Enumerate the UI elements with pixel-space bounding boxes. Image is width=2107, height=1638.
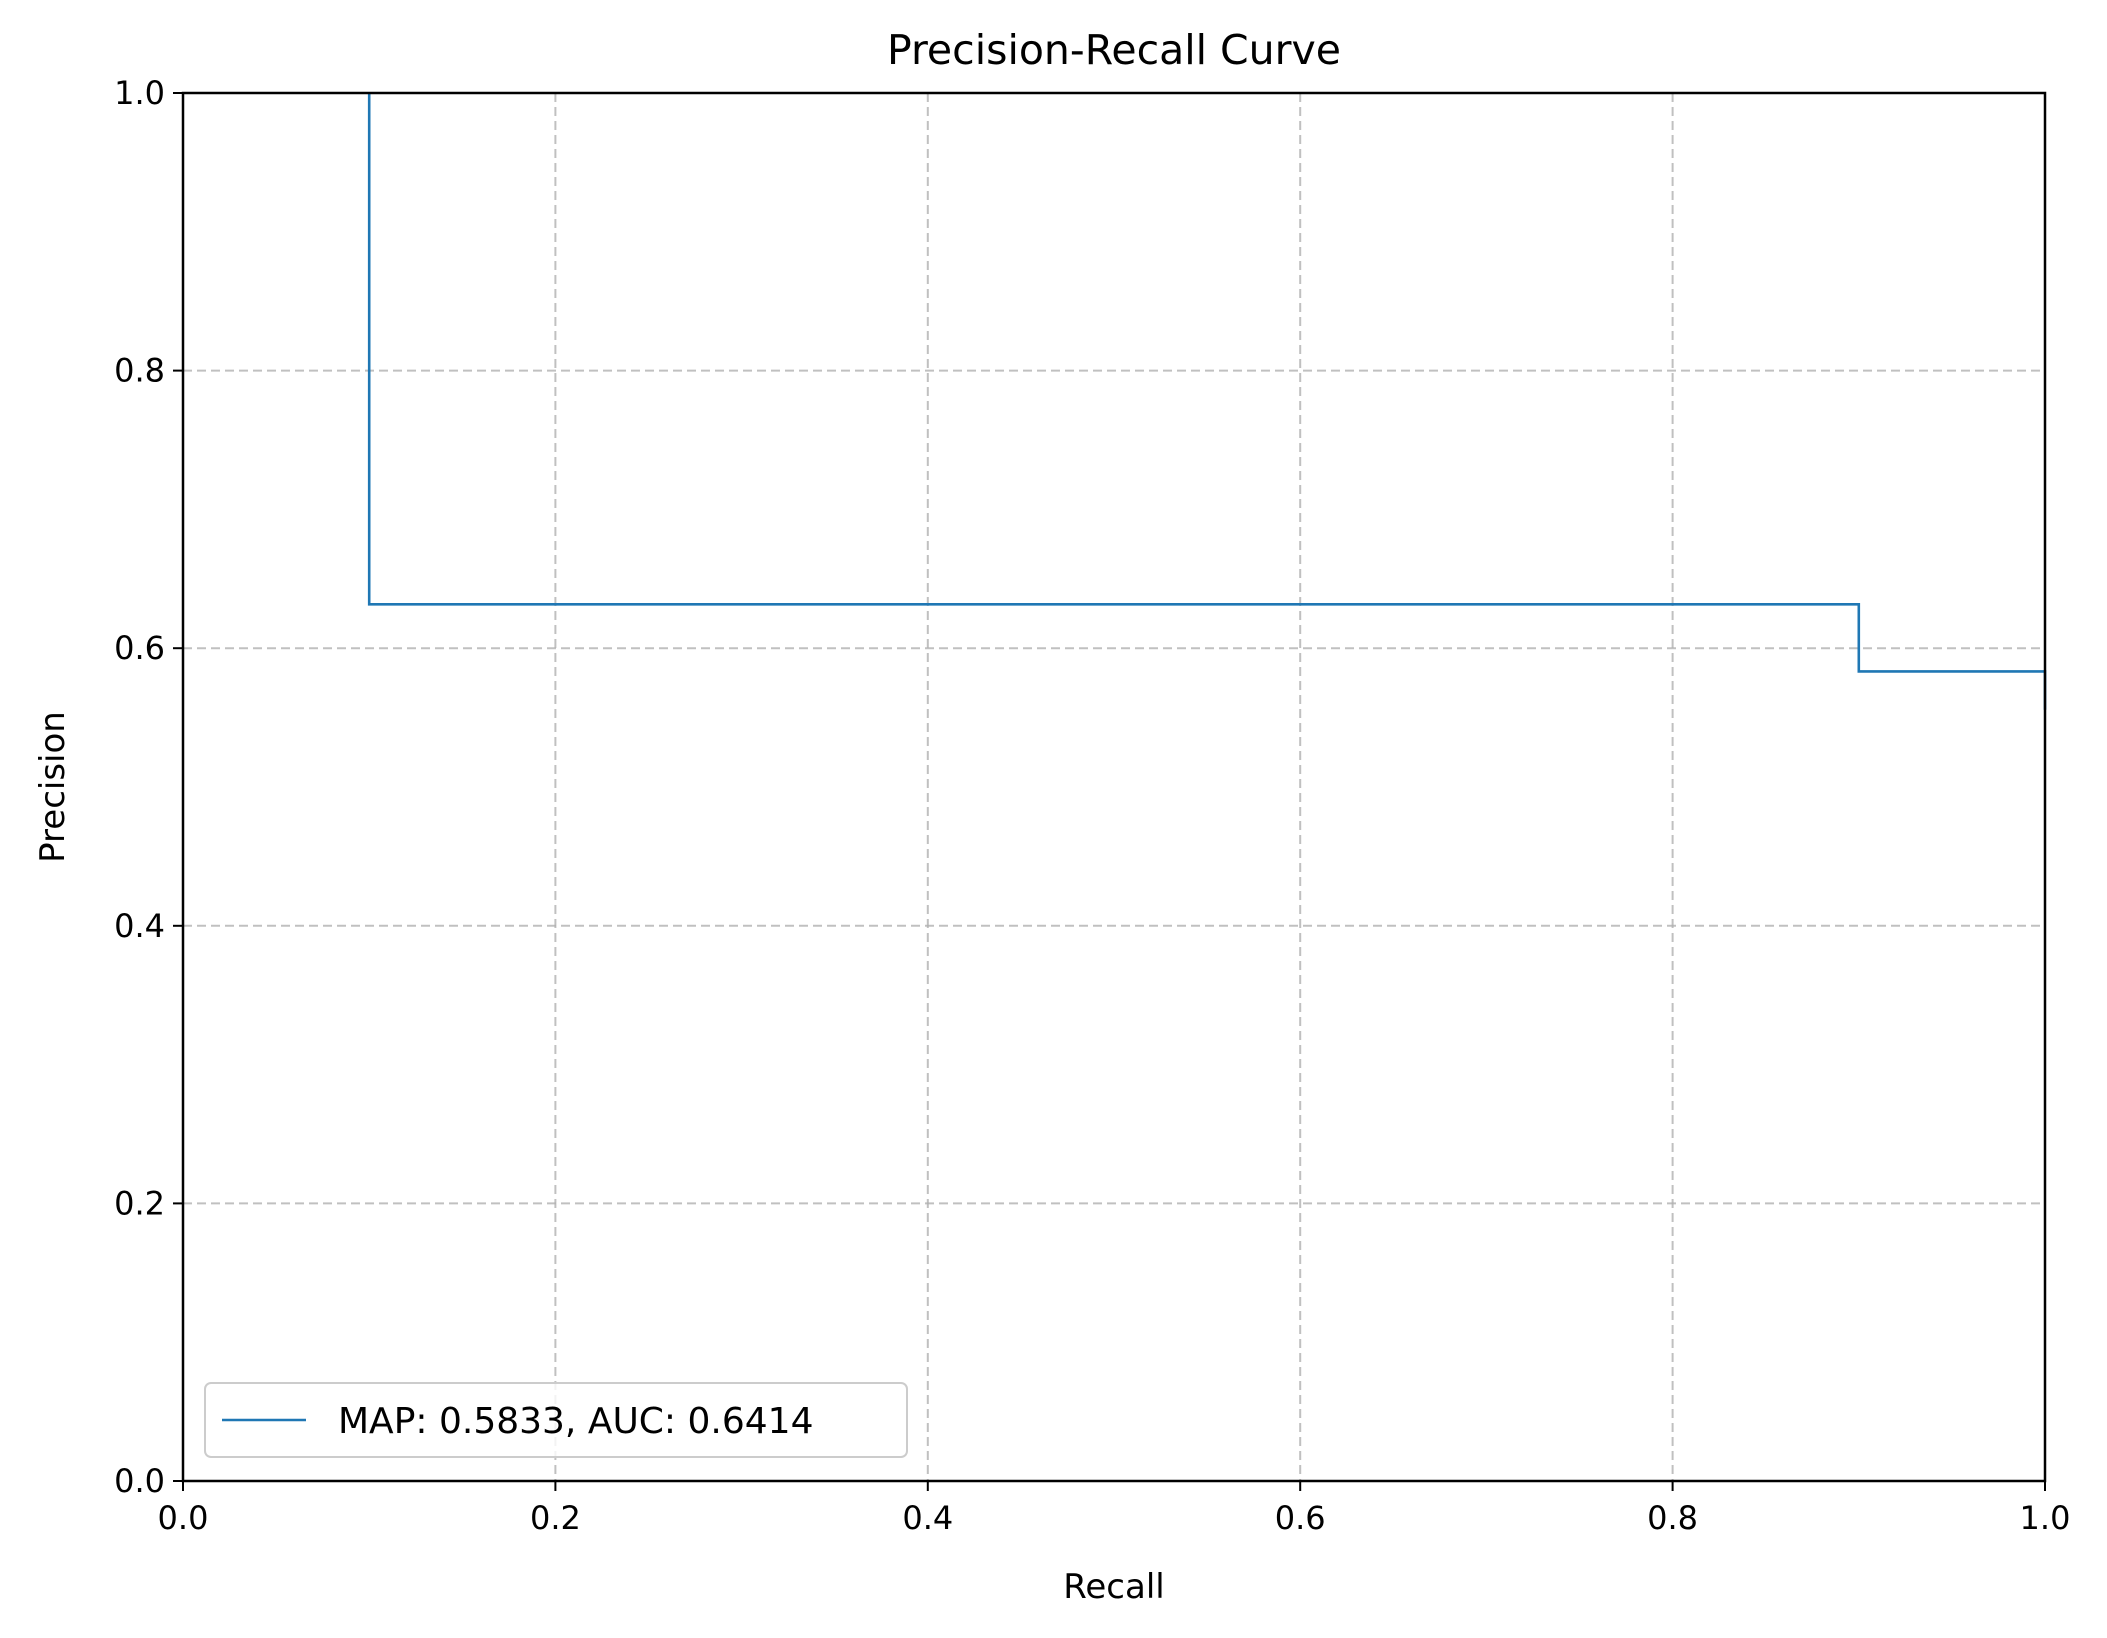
x-tick-label-1: 0.2 [530,1499,581,1537]
legend: MAP: 0.5833, AUC: 0.6414 [204,1382,908,1458]
legend-label: MAP: 0.5833, AUC: 0.6414 [338,1401,813,1442]
axis-ticks: 0.0 0.2 0.4 0.6 0.8 1.0 0.0 0.2 0.4 0.6 0.8 1.0 [114,74,2070,1537]
y-tick-label-3: 0.6 [114,629,165,667]
y-axis-label: Precision [33,711,73,863]
plot-frame [181,91,2047,1483]
x-tick-label-5: 1.0 [2020,1499,2071,1537]
x-tick-label-2: 0.4 [902,1499,953,1537]
y-tick-label-1: 0.2 [114,1184,165,1222]
y-tick-label-5: 1.0 [114,74,165,112]
chart-title: Precision-Recall Curve [887,26,1341,74]
x-tick-label-3: 0.6 [1275,1499,1326,1537]
x-tick-label-4: 0.8 [1647,1499,1698,1537]
y-tick-label-0: 0.0 [114,1462,165,1500]
y-tick-label-2: 0.4 [114,907,165,945]
x-tick-label-0: 0.0 [158,1499,209,1537]
y-tick-label-4: 0.8 [114,352,165,390]
x-axis-label: Recall [1063,1567,1164,1607]
grid [183,93,2045,1481]
legend-box [204,1382,908,1458]
